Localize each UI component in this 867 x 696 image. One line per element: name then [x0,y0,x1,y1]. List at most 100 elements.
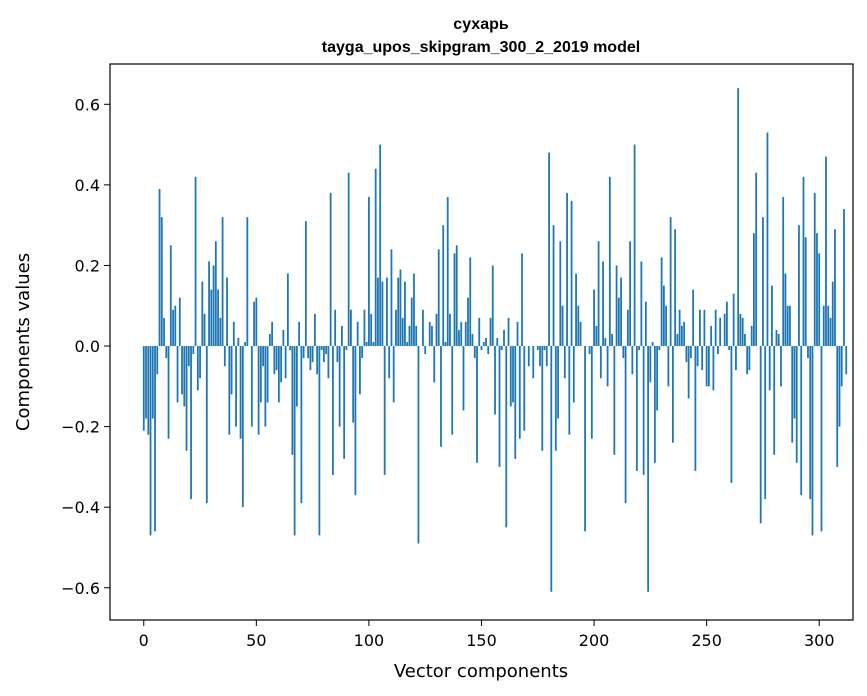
bar [750,325,753,347]
bar [712,346,715,391]
y-axis-ticks: −0.6 −0.4 −0.2 0.0 0.2 0.4 0.6 [61,95,110,598]
bar [606,346,609,387]
bar [503,329,505,347]
x-axis-label: Vector components [394,661,568,682]
bar [201,281,204,347]
bar [244,342,246,347]
bar [667,346,670,387]
bar [694,346,697,471]
bar [807,346,809,359]
bar [746,346,749,375]
bar [838,346,841,427]
bar [250,346,253,427]
bar [424,346,427,355]
chart-subtitle: tayga_upos_skipgram_300_2_2019 model [322,39,640,56]
bar [322,346,325,363]
bar [825,156,827,347]
bar [142,346,145,431]
x-tick-label: 100 [354,631,385,650]
bar [196,346,199,391]
bar [401,317,404,347]
bar [780,346,782,387]
bar [699,309,701,347]
bar [311,346,314,363]
bar [710,325,713,347]
bar [214,241,217,347]
bar [613,346,616,455]
bar [771,285,773,347]
bar [354,346,357,496]
bar [284,346,287,379]
bar [741,317,744,347]
bar [253,301,255,347]
bar [464,321,467,347]
bar [379,144,382,347]
bar [480,346,483,351]
bar [397,277,400,347]
bar [383,346,386,475]
bar [359,346,361,395]
bar [338,346,341,427]
bar [615,265,618,347]
bar [644,301,647,347]
bar [289,346,292,351]
bar [561,305,564,347]
bar [521,253,523,347]
bar [766,132,769,347]
bar [444,342,447,347]
bar [431,325,433,347]
bar [147,346,150,435]
bar [834,229,836,347]
bar [762,217,764,347]
bar [836,346,839,467]
bar [809,346,812,500]
bar [577,305,580,347]
bar [708,346,710,387]
bar [786,305,789,347]
x-axis-ticks: 0 50 100 150 200 250 300 [139,620,835,650]
bar [460,321,463,347]
bar [365,342,368,347]
bar [784,273,787,347]
bar [683,321,686,347]
bar [782,196,785,347]
bar [753,233,755,347]
bar [149,346,152,536]
bar [689,346,692,359]
bar [232,321,235,347]
bar [160,217,163,347]
bar [257,346,260,435]
bar [597,241,600,347]
bar [496,337,499,347]
bar [575,273,577,347]
y-axis-label: Components values [13,253,34,431]
bar [491,265,494,347]
bar [624,346,627,504]
bar [390,249,393,347]
bar [701,346,704,371]
bar [775,329,778,347]
x-tick-label: 150 [466,631,497,650]
bar [361,346,364,359]
bar [518,346,521,439]
bar [818,253,821,347]
bar [187,346,190,367]
bar [302,346,305,359]
bar [273,346,276,375]
bar [811,346,814,536]
bar [739,313,742,347]
bar [352,346,355,423]
bar [572,346,575,403]
bar [656,346,659,411]
y-tick-label: −0.4 [61,498,100,517]
bar [235,346,237,427]
bar [669,217,672,347]
bar [500,346,503,351]
x-tick-label: 0 [139,631,149,650]
bar [820,346,823,532]
bar [154,346,156,532]
plot-frame [109,63,854,621]
bar [487,346,490,355]
bar [304,221,307,347]
